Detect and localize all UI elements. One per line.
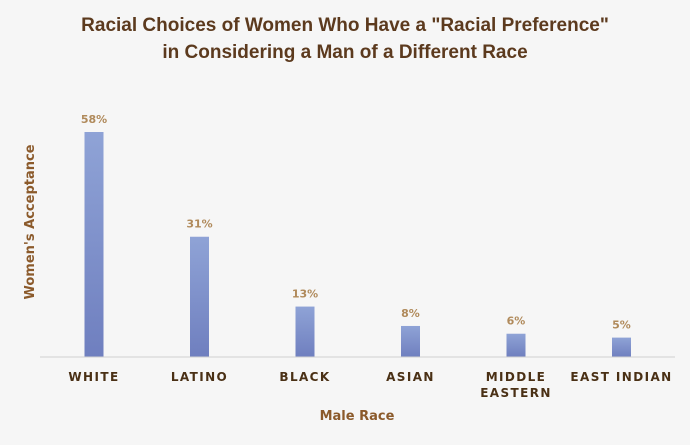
- bars-group: 58% WHITE 31% LATINO 13% BLACK 8% ASIAN 6% MIDDLE…: [68, 113, 672, 400]
- bar-0: [84, 132, 104, 357]
- data-label-2: 13%: [292, 288, 318, 301]
- category-label-1: LATINO: [171, 370, 228, 384]
- category-label-5: EAST INDIAN: [570, 370, 672, 384]
- data-label-4: 6%: [507, 315, 526, 328]
- bar-4: [506, 333, 526, 357]
- x-axis-title: Male Race: [320, 409, 395, 424]
- data-label-1: 31%: [186, 218, 212, 231]
- category-label-0: WHITE: [68, 370, 119, 384]
- category-label-2: BLACK: [279, 370, 330, 384]
- chart-title: Racial Choices of Women Who Have a "Raci…: [0, 12, 690, 66]
- bar-3: [401, 325, 420, 357]
- category-label-4-line-1: EASTERN: [480, 386, 552, 400]
- data-label-3: 8%: [401, 307, 420, 320]
- category-label-3: ASIAN: [386, 370, 435, 384]
- category-label-4-line-0: MIDDLE: [486, 370, 547, 384]
- bar-2: [295, 306, 315, 357]
- bar-5: [612, 337, 631, 357]
- bar-1: [190, 236, 209, 357]
- chart-title-line-2: in Considering a Man of a Different Race: [162, 42, 528, 63]
- data-label-0: 58%: [81, 113, 107, 126]
- chart-title-line-1: Racial Choices of Women Who Have a "Raci…: [81, 15, 609, 36]
- y-axis-title: Women's Acceptance: [23, 144, 38, 299]
- data-label-5: 5%: [612, 319, 631, 332]
